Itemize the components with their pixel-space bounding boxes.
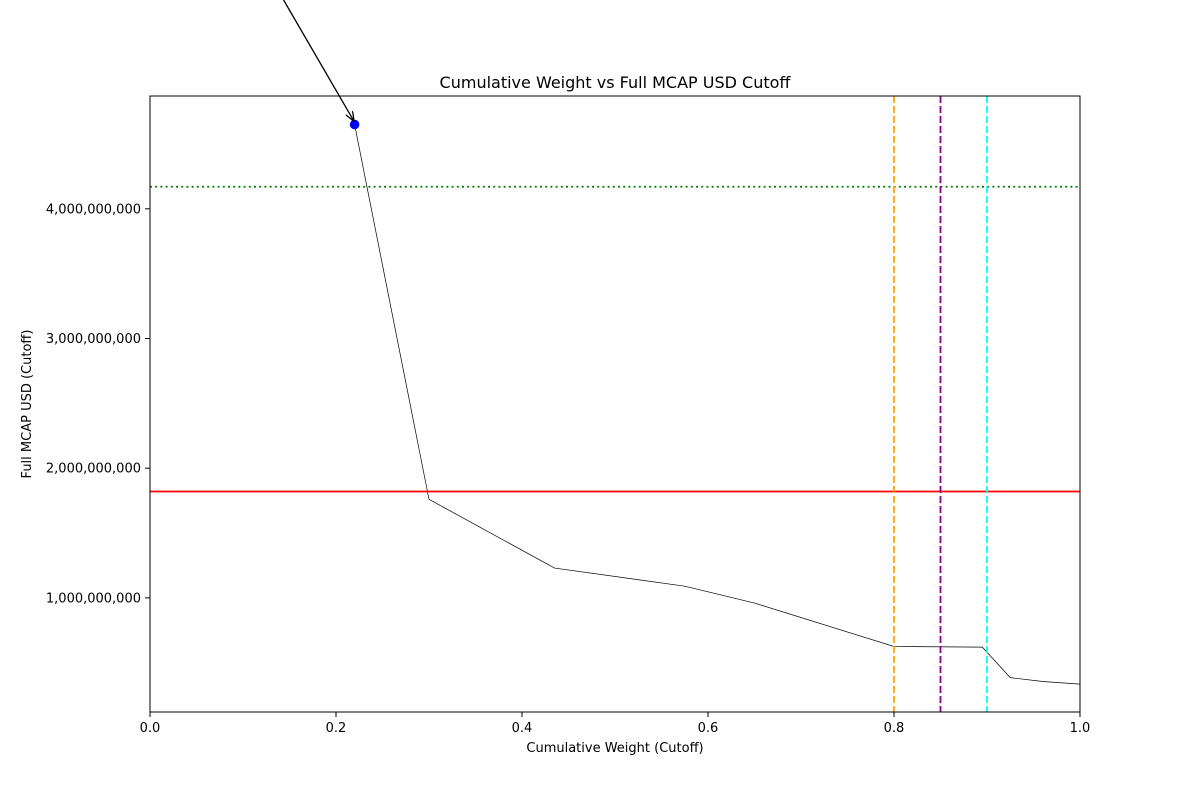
y-tick-label: 2,000,000,000 <box>46 462 141 477</box>
y-tick-label: 1,000,000,000 <box>46 591 141 606</box>
x-tick-label: 1.0 <box>1070 721 1091 736</box>
x-tick-label: 0.2 <box>326 721 347 736</box>
chart-title: Cumulative Weight vs Full MCAP USD Cutof… <box>440 73 792 92</box>
annotation-arrow <box>283 0 354 121</box>
x-tick-label: 0.6 <box>698 721 719 736</box>
plot-area <box>150 96 1080 712</box>
x-axis-label: Cumulative Weight (Cutoff) <box>526 741 703 756</box>
y-axis-label: Full MCAP USD (Cutoff) <box>20 330 35 479</box>
x-tick-label: 0.8 <box>884 721 905 736</box>
y-tick-label: 4,000,000,000 <box>46 202 141 217</box>
plot-frame <box>149 95 1081 713</box>
highlight-point <box>349 119 360 130</box>
x-tick-label: 0.4 <box>512 721 533 736</box>
x-tick-label: 0.0 <box>140 721 161 736</box>
data-line <box>354 124 1080 685</box>
y-tick-label: 3,000,000,000 <box>46 332 141 347</box>
